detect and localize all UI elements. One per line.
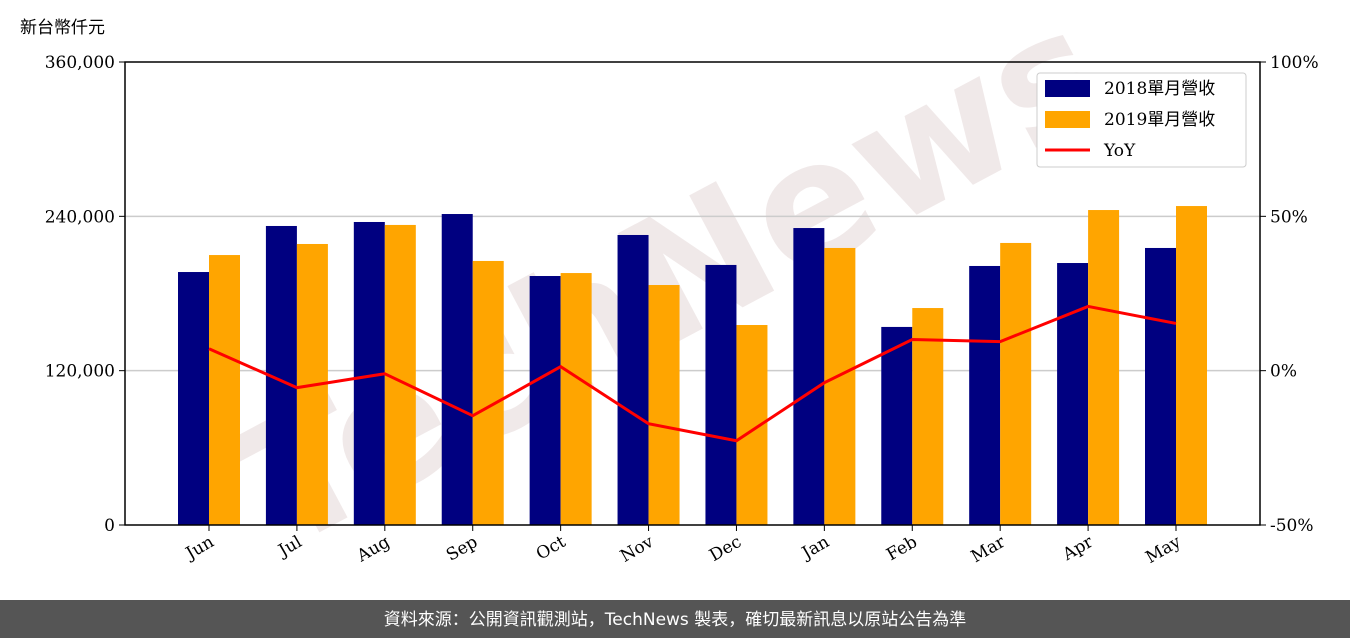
x-tick-label: Nov <box>617 532 657 567</box>
bar <box>472 260 504 525</box>
x-tick-label: Dec <box>706 532 745 566</box>
y2-tick-label: 0% <box>1270 362 1297 382</box>
y-tick-label: 0 <box>104 516 115 536</box>
legend-swatch <box>1045 111 1090 128</box>
x-tick-label: Feb <box>883 532 921 565</box>
footer-bar <box>0 600 1350 638</box>
x-tick-label: Apr <box>1059 532 1098 566</box>
bar <box>969 265 1001 525</box>
legend-swatch <box>1045 80 1090 97</box>
y-tick-label: 240,000 <box>45 207 115 227</box>
legend-label: 2018單月營收 <box>1104 79 1215 99</box>
bar <box>912 308 944 525</box>
bar <box>824 247 856 525</box>
y2-tick-label: 50% <box>1270 207 1308 227</box>
yoy-line <box>208 304 1177 443</box>
y2-tick-label: -50% <box>1270 516 1314 536</box>
bar <box>705 264 737 525</box>
bar <box>617 234 649 526</box>
bar <box>441 214 473 526</box>
x-tick-label: Jan <box>797 532 833 564</box>
bar <box>1000 242 1032 526</box>
y2-tick-label: 100% <box>1270 53 1319 73</box>
legend-label: YoY <box>1103 141 1136 161</box>
legend-label: 2019單月營收 <box>1104 110 1215 130</box>
y-axis-label: 新台幣仟元 <box>20 18 105 38</box>
bar <box>178 272 209 525</box>
bar <box>560 273 592 525</box>
x-tick-label: May <box>1142 532 1185 568</box>
bar <box>1088 210 1120 526</box>
bar <box>793 228 825 526</box>
bar <box>529 276 561 525</box>
x-tick-label: Jun <box>181 532 218 565</box>
bar <box>209 255 240 525</box>
bar <box>1057 263 1089 525</box>
y-tick-label: 360,000 <box>45 53 115 73</box>
x-tick-label: Mar <box>968 532 1010 568</box>
bar <box>648 285 680 525</box>
x-tick-label: Oct <box>533 532 569 565</box>
y-tick-label: 120,000 <box>45 362 115 382</box>
bar <box>881 326 913 525</box>
footer: 資料來源：公開資訊觀測站，TechNews 製表，確切最新訊息以原站公告為準 <box>384 610 966 630</box>
x-tick-label: Sep <box>443 532 481 566</box>
bar <box>1145 247 1176 525</box>
bar <box>1176 206 1207 526</box>
plot-frame <box>124 61 1261 526</box>
